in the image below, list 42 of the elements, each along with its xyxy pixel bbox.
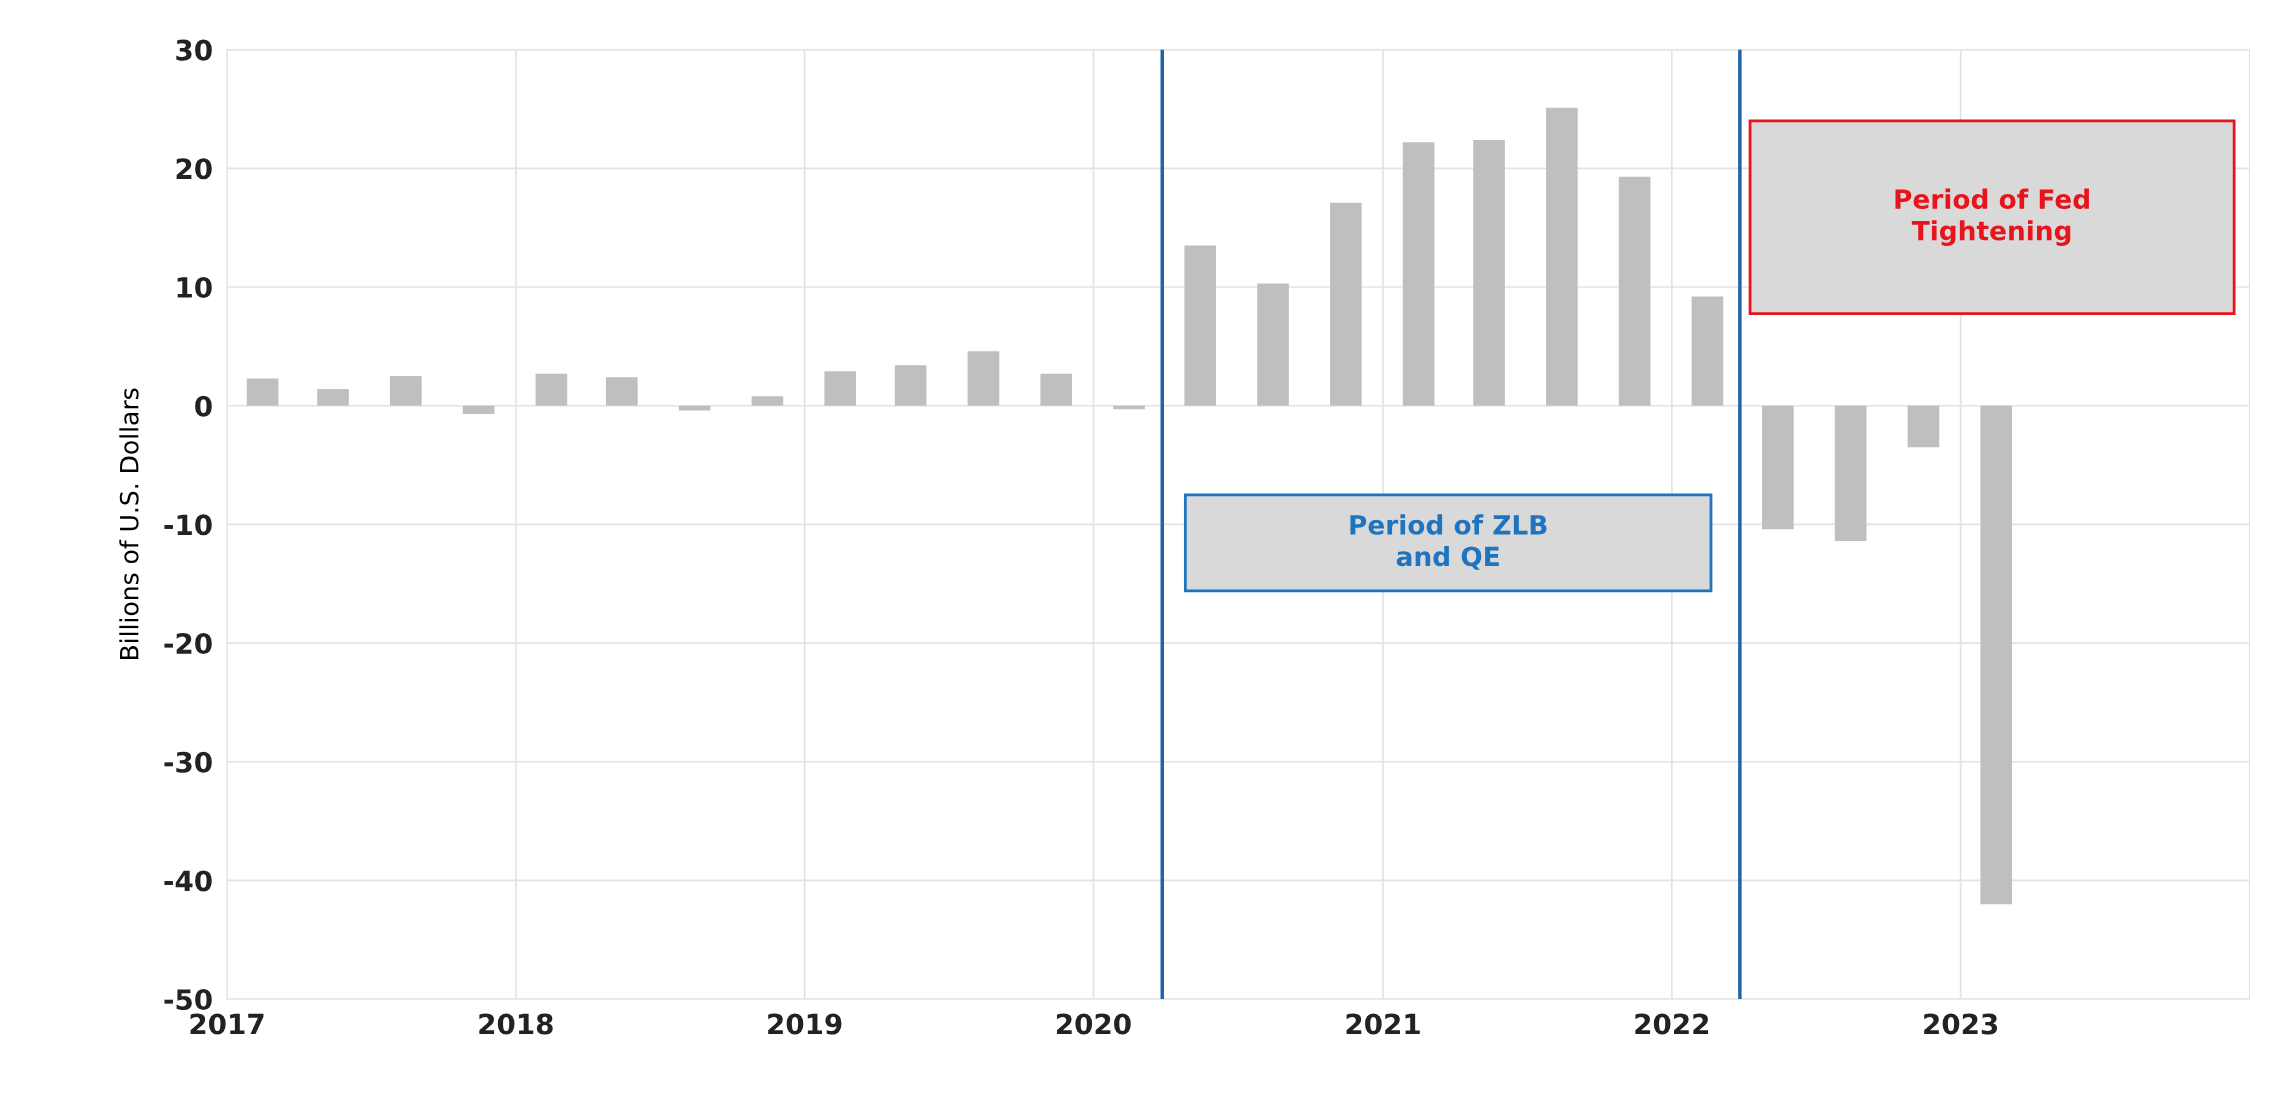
x-tick-label: 2019 <box>768 1013 842 1035</box>
bar <box>390 376 422 406</box>
x-tick-label: 2020 <box>1056 1013 1131 1035</box>
bar <box>1184 245 1217 406</box>
x-tick-label: 2018 <box>479 1013 553 1035</box>
bar <box>1330 202 1362 406</box>
bar <box>1473 139 1505 406</box>
bar <box>535 373 568 406</box>
bar <box>1834 405 1867 542</box>
bar <box>1907 405 1940 448</box>
bar <box>1762 405 1794 530</box>
bar <box>967 351 1000 406</box>
y-tick-label: -20 <box>164 633 212 655</box>
y-tick-label: -40 <box>164 870 212 892</box>
bar <box>317 389 349 406</box>
y-tick-label: -50 <box>164 989 212 1011</box>
bar <box>894 365 927 406</box>
y-tick-label: 20 <box>176 158 212 180</box>
bar <box>1980 405 2013 905</box>
bar <box>246 378 279 406</box>
y-tick-label: 0 <box>195 395 212 417</box>
bar <box>606 377 638 406</box>
x-tick-label: 2021 <box>1346 1013 1420 1035</box>
bar <box>462 405 495 415</box>
bar <box>751 396 784 406</box>
bar <box>1040 373 1073 406</box>
y-axis-title: Billions of U.S. Dollars <box>119 388 139 660</box>
bar <box>1402 142 1435 406</box>
bar <box>824 371 857 406</box>
x-tick-label: 2017 <box>190 1013 264 1035</box>
bar <box>1257 283 1289 406</box>
x-tick-label: 2023 <box>1924 1013 1998 1035</box>
y-tick-label: 10 <box>177 276 212 298</box>
bar <box>1618 176 1651 406</box>
annotation: Period of Fed Tightening <box>1895 188 2089 246</box>
annotation: Period of ZLB and QE <box>1350 514 1547 570</box>
x-tick-label: 2022 <box>1635 1013 1709 1035</box>
bar <box>1691 296 1724 406</box>
y-tick-label: -10 <box>164 514 212 536</box>
y-tick-label: 30 <box>176 39 212 61</box>
bar <box>1546 107 1578 406</box>
y-tick-label: -30 <box>164 751 212 773</box>
